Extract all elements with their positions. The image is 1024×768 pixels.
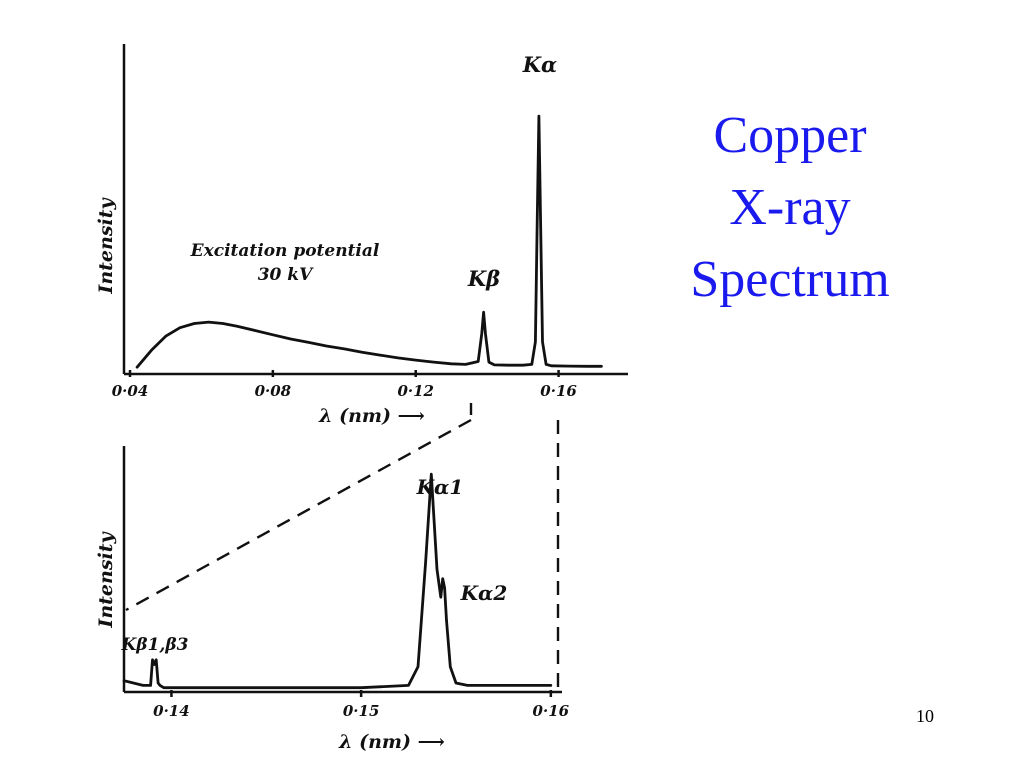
bottom-x-tick-label-0: 0·14: [153, 702, 190, 720]
bottom-x-label: λ (nm) ⟶: [338, 731, 445, 753]
annotation-k-alpha2: Kα2: [460, 581, 508, 605]
title-line-3: Spectrum: [690, 251, 890, 308]
annotation-excitation-potential: Excitation potential: [190, 241, 380, 261]
top-x-label: λ (nm) ⟶: [318, 405, 425, 427]
slide-title: Copper X-ray Spectrum: [640, 100, 940, 316]
top-x-tick-label-3: 0·16: [540, 382, 577, 400]
top-x-tick-label-1: 0·08: [255, 382, 292, 400]
annotation-k-beta1-beta3: Kβ1,β3: [121, 635, 189, 655]
annotation-k-alpha: Kα: [522, 52, 557, 77]
top-spectrum-line: [135, 114, 603, 369]
bottom-x-tick-label-1: 0·15: [343, 702, 380, 720]
title-line-2: X-ray: [729, 179, 851, 236]
slide-number: 10: [916, 706, 934, 726]
bottom-spectrum-line: [122, 472, 553, 690]
bottom-y-label: Intensity: [95, 530, 117, 628]
annotation-k-alpha1: Kα1: [416, 475, 464, 499]
bottom-x-tick-label-2: 0·16: [533, 702, 570, 720]
top-y-label: Intensity: [95, 196, 117, 294]
annotation-k-beta: Kβ: [467, 266, 500, 291]
annotation-30kv: 30 kV: [258, 265, 314, 285]
top-x-tick-label-2: 0·12: [397, 382, 434, 400]
full-spectrum-chart: 0·04 0·08 0·12 0·16 Intensity λ (nm) ⟶ Exci…: [95, 44, 628, 427]
top-x-tick-label-0: 0·04: [112, 382, 149, 400]
title-line-1: Copper: [713, 107, 867, 164]
zoom-connector-left: [125, 418, 472, 612]
zoomed-spectrum-chart: 0·14 0·15 0·16 Intensity λ (nm) ⟶ Kβ1,β3 K…: [95, 446, 570, 753]
